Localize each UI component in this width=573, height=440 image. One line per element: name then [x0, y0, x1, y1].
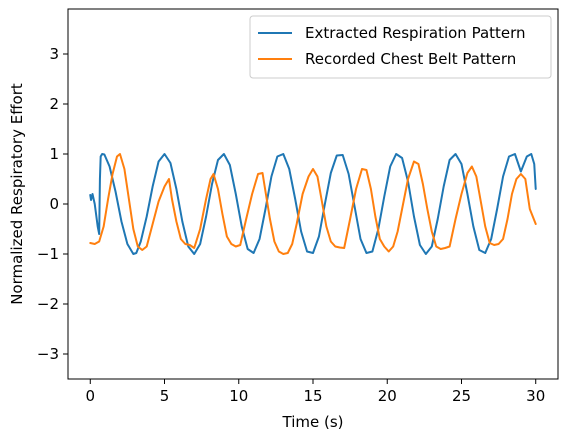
series-lines	[89, 153, 537, 255]
series-line-chest-belt	[89, 153, 537, 255]
y-tick-label: 3	[49, 45, 59, 63]
legend: Extracted Respiration Pattern Recorded C…	[249, 15, 552, 79]
y-tick-label: −3	[37, 345, 59, 363]
x-tick-label: 30	[526, 387, 545, 405]
y-axis-label: Normalized Respiratory Effort	[8, 83, 26, 305]
x-tick-label: 15	[303, 387, 322, 405]
x-tick-label: 20	[378, 387, 397, 405]
y-tick-label: 2	[49, 95, 59, 113]
x-tick-label: 0	[85, 387, 95, 405]
x-tick-label: 25	[452, 387, 471, 405]
x-tick-label: 10	[229, 387, 248, 405]
legend-label-extracted: Extracted Respiration Pattern	[305, 24, 526, 42]
y-tick-label: 1	[49, 145, 59, 163]
y-tick-label: 0	[49, 195, 59, 213]
axis-ticks: 0 5 10 15 20 25 30 −3 −2 −1 0 1 2 3	[37, 45, 545, 405]
y-tick-label: −2	[37, 295, 59, 313]
series-line-extracted	[89, 153, 537, 255]
legend-label-chest-belt: Recorded Chest Belt Pattern	[305, 50, 516, 68]
plot-frame	[67, 8, 559, 380]
x-axis-label: Time (s)	[282, 413, 344, 431]
y-tick-label: −1	[37, 245, 59, 263]
legend-box	[249, 15, 552, 79]
x-tick-label: 5	[160, 387, 170, 405]
